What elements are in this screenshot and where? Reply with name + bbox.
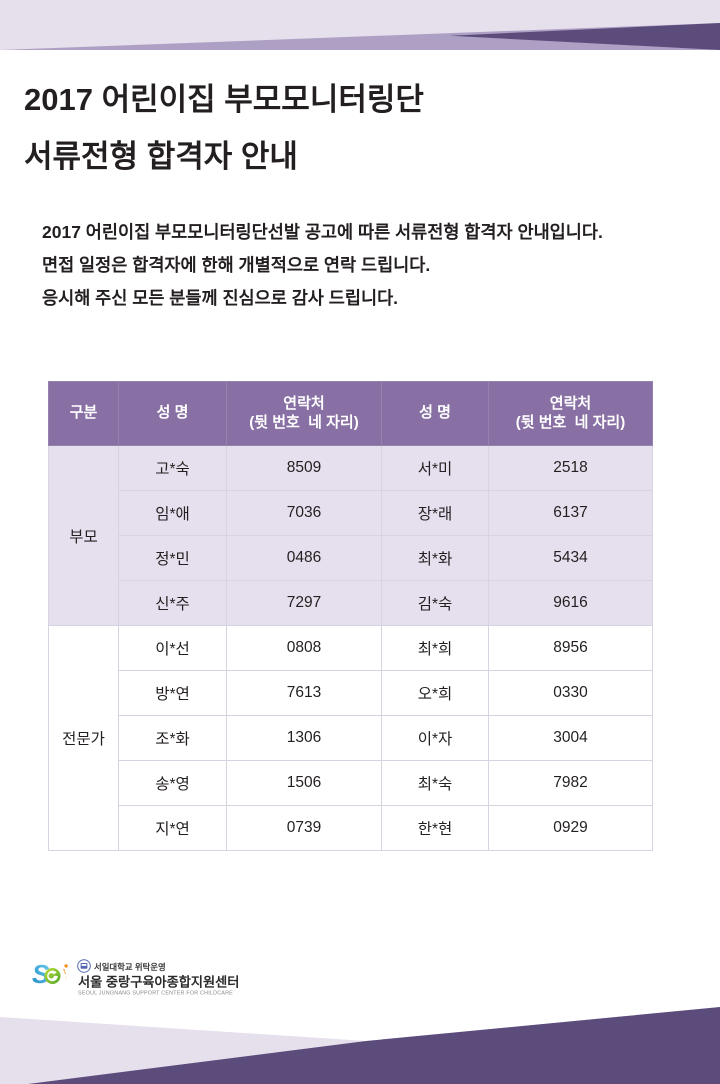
svg-text:SEOUL JUNGNANG SUPPORT CENTER: SEOUL JUNGNANG SUPPORT CENTER FOR CHILDC… <box>78 991 233 997</box>
svg-text:서울 중랑구육아종합지원센터: 서울 중랑구육아종합지원센터 <box>78 974 239 990</box>
svg-text:서일대학교 위탁운영: 서일대학교 위탁운영 <box>94 962 166 972</box>
